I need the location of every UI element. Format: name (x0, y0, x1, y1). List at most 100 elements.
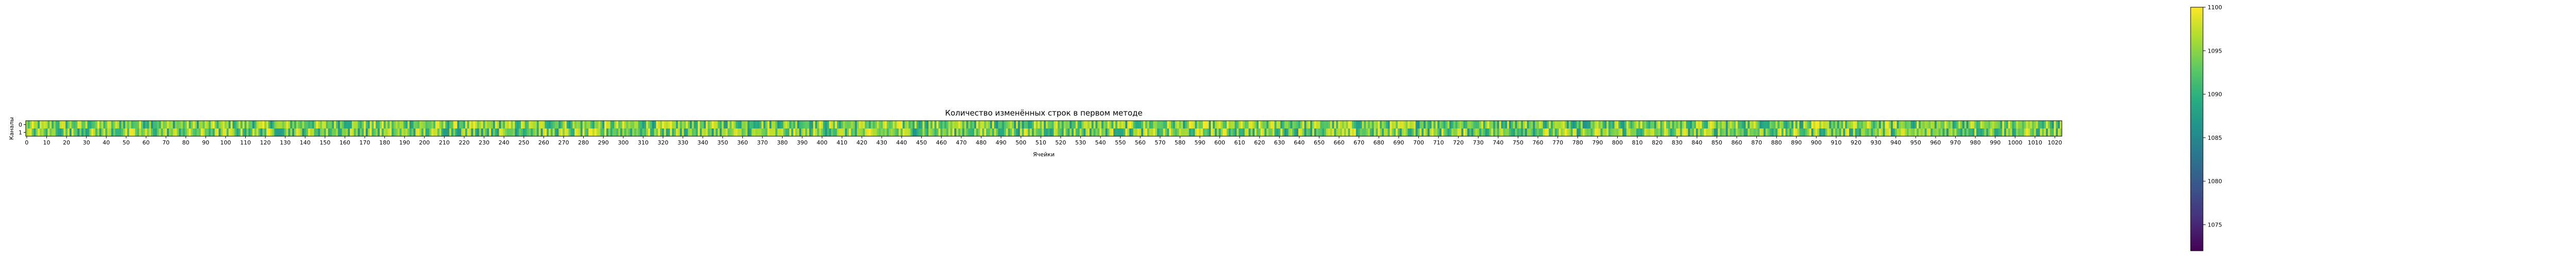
heatmap-cell (1654, 121, 1657, 128)
heatmap-cell (1410, 121, 1412, 128)
heatmap-cell (419, 128, 422, 136)
heatmap-cell (883, 121, 885, 128)
heatmap-cell (1260, 128, 1263, 136)
heatmap-cell (755, 121, 758, 128)
heatmap-cell (1590, 121, 1593, 128)
heatmap-cell (497, 121, 499, 128)
heatmap-cell (1369, 121, 1372, 128)
heatmap-cell (1099, 121, 1102, 128)
heatmap-cell (2032, 121, 2035, 128)
heatmap-cell (1499, 128, 1502, 136)
heatmap-cell (262, 121, 265, 128)
heatmap-cell (1972, 128, 1975, 136)
heatmap-cell (1072, 128, 1074, 136)
heatmap-cell (714, 121, 716, 128)
heatmap-cell (165, 121, 167, 128)
heatmap-cell (417, 121, 420, 128)
heatmap-cell (1033, 128, 1036, 136)
heatmap-cell (2010, 121, 2012, 128)
heatmap-cell (894, 128, 897, 136)
heatmap-cell (1123, 121, 1126, 128)
heatmap-cell (1664, 121, 1667, 128)
heatmap-cell (1463, 128, 1466, 136)
heatmap-cell (1940, 128, 1943, 136)
heatmap-cell (524, 128, 527, 136)
heatmap-cell (727, 121, 730, 128)
heatmap-cell (950, 121, 953, 128)
heatmap-cell (1014, 121, 1016, 128)
heatmap-cell (1570, 128, 1573, 136)
heatmap-cell (749, 121, 752, 128)
heatmap-cell (1288, 121, 1291, 128)
heatmap-cell (1493, 121, 1496, 128)
heatmap-cell (1473, 121, 1476, 128)
heatmap-cell (1984, 121, 1987, 128)
heatmap-cell (1859, 128, 1861, 136)
heatmap-cell (487, 128, 489, 136)
heatmap-cell (1350, 128, 1352, 136)
heatmap-cell (467, 128, 470, 136)
heatmap-cell (1441, 121, 1444, 128)
heatmap-cell (811, 128, 814, 136)
heatmap-cell (348, 121, 350, 128)
heatmap-cell (161, 121, 163, 128)
heatmap-cell (1606, 121, 1609, 128)
heatmap-cell (320, 128, 323, 136)
heatmap-cell (1714, 121, 1716, 128)
heatmap-cell (670, 128, 672, 136)
heatmap-cell (1089, 128, 1092, 136)
x-axis-label: Ячейки (1033, 151, 1055, 158)
heatmap-cell (1867, 121, 1870, 128)
heatmap-cell (1024, 128, 1026, 136)
heatmap-cell (63, 121, 66, 128)
heatmap-cell (1835, 121, 1838, 128)
heatmap-cell (143, 121, 145, 128)
heatmap-cell (996, 128, 998, 136)
heatmap-cell (1501, 121, 1503, 128)
heatmap-cell (1242, 128, 1245, 136)
heatmap-cell (1586, 128, 1589, 136)
heatmap-cell (330, 128, 332, 136)
heatmap-cell (214, 121, 217, 128)
heatmap-cell (218, 121, 221, 128)
heatmap-cell (739, 121, 742, 128)
heatmap-cell (1741, 128, 1744, 136)
heatmap-cell (730, 128, 732, 136)
heatmap-cell (1045, 128, 1048, 136)
heatmap-cell (43, 121, 46, 128)
heatmap-cell (1624, 128, 1627, 136)
heatmap-cell (159, 128, 161, 136)
heatmap-cell (1630, 121, 1633, 128)
heatmap-cell (1908, 128, 1911, 136)
heatmap-cell (1081, 128, 1084, 136)
heatmap-cell (795, 121, 798, 128)
heatmap-cell (1513, 121, 1516, 128)
heatmap-cell (753, 128, 756, 136)
heatmap-cell (1239, 128, 1241, 136)
heatmap-cell (1385, 128, 1388, 136)
heatmap-cell (1577, 128, 1579, 136)
heatmap-cell (97, 128, 100, 136)
heatmap-cell (107, 121, 110, 128)
heatmap-cell (1185, 128, 1188, 136)
heatmap-cell (904, 121, 907, 128)
heatmap-cell (1421, 121, 1424, 128)
heatmap-cell (1348, 128, 1350, 136)
x-tick-label: 930 (1871, 139, 1882, 146)
heatmap-cell (608, 121, 611, 128)
heatmap-cell (934, 121, 937, 128)
heatmap-cell (853, 128, 855, 136)
heatmap-cell (1952, 128, 1955, 136)
heatmap-cell (1970, 128, 1973, 136)
heatmap-cell (1399, 121, 1402, 128)
heatmap-cell (141, 121, 144, 128)
heatmap-cell (1075, 121, 1078, 128)
heatmap-cell (855, 128, 857, 136)
heatmap-cell (727, 128, 730, 136)
heatmap-cell (1340, 128, 1343, 136)
heatmap-cell (173, 121, 175, 128)
heatmap-cell (517, 121, 519, 128)
heatmap-cell (1558, 121, 1561, 128)
x-tick-label: 260 (538, 139, 549, 146)
x-tick-label: 190 (399, 139, 410, 146)
